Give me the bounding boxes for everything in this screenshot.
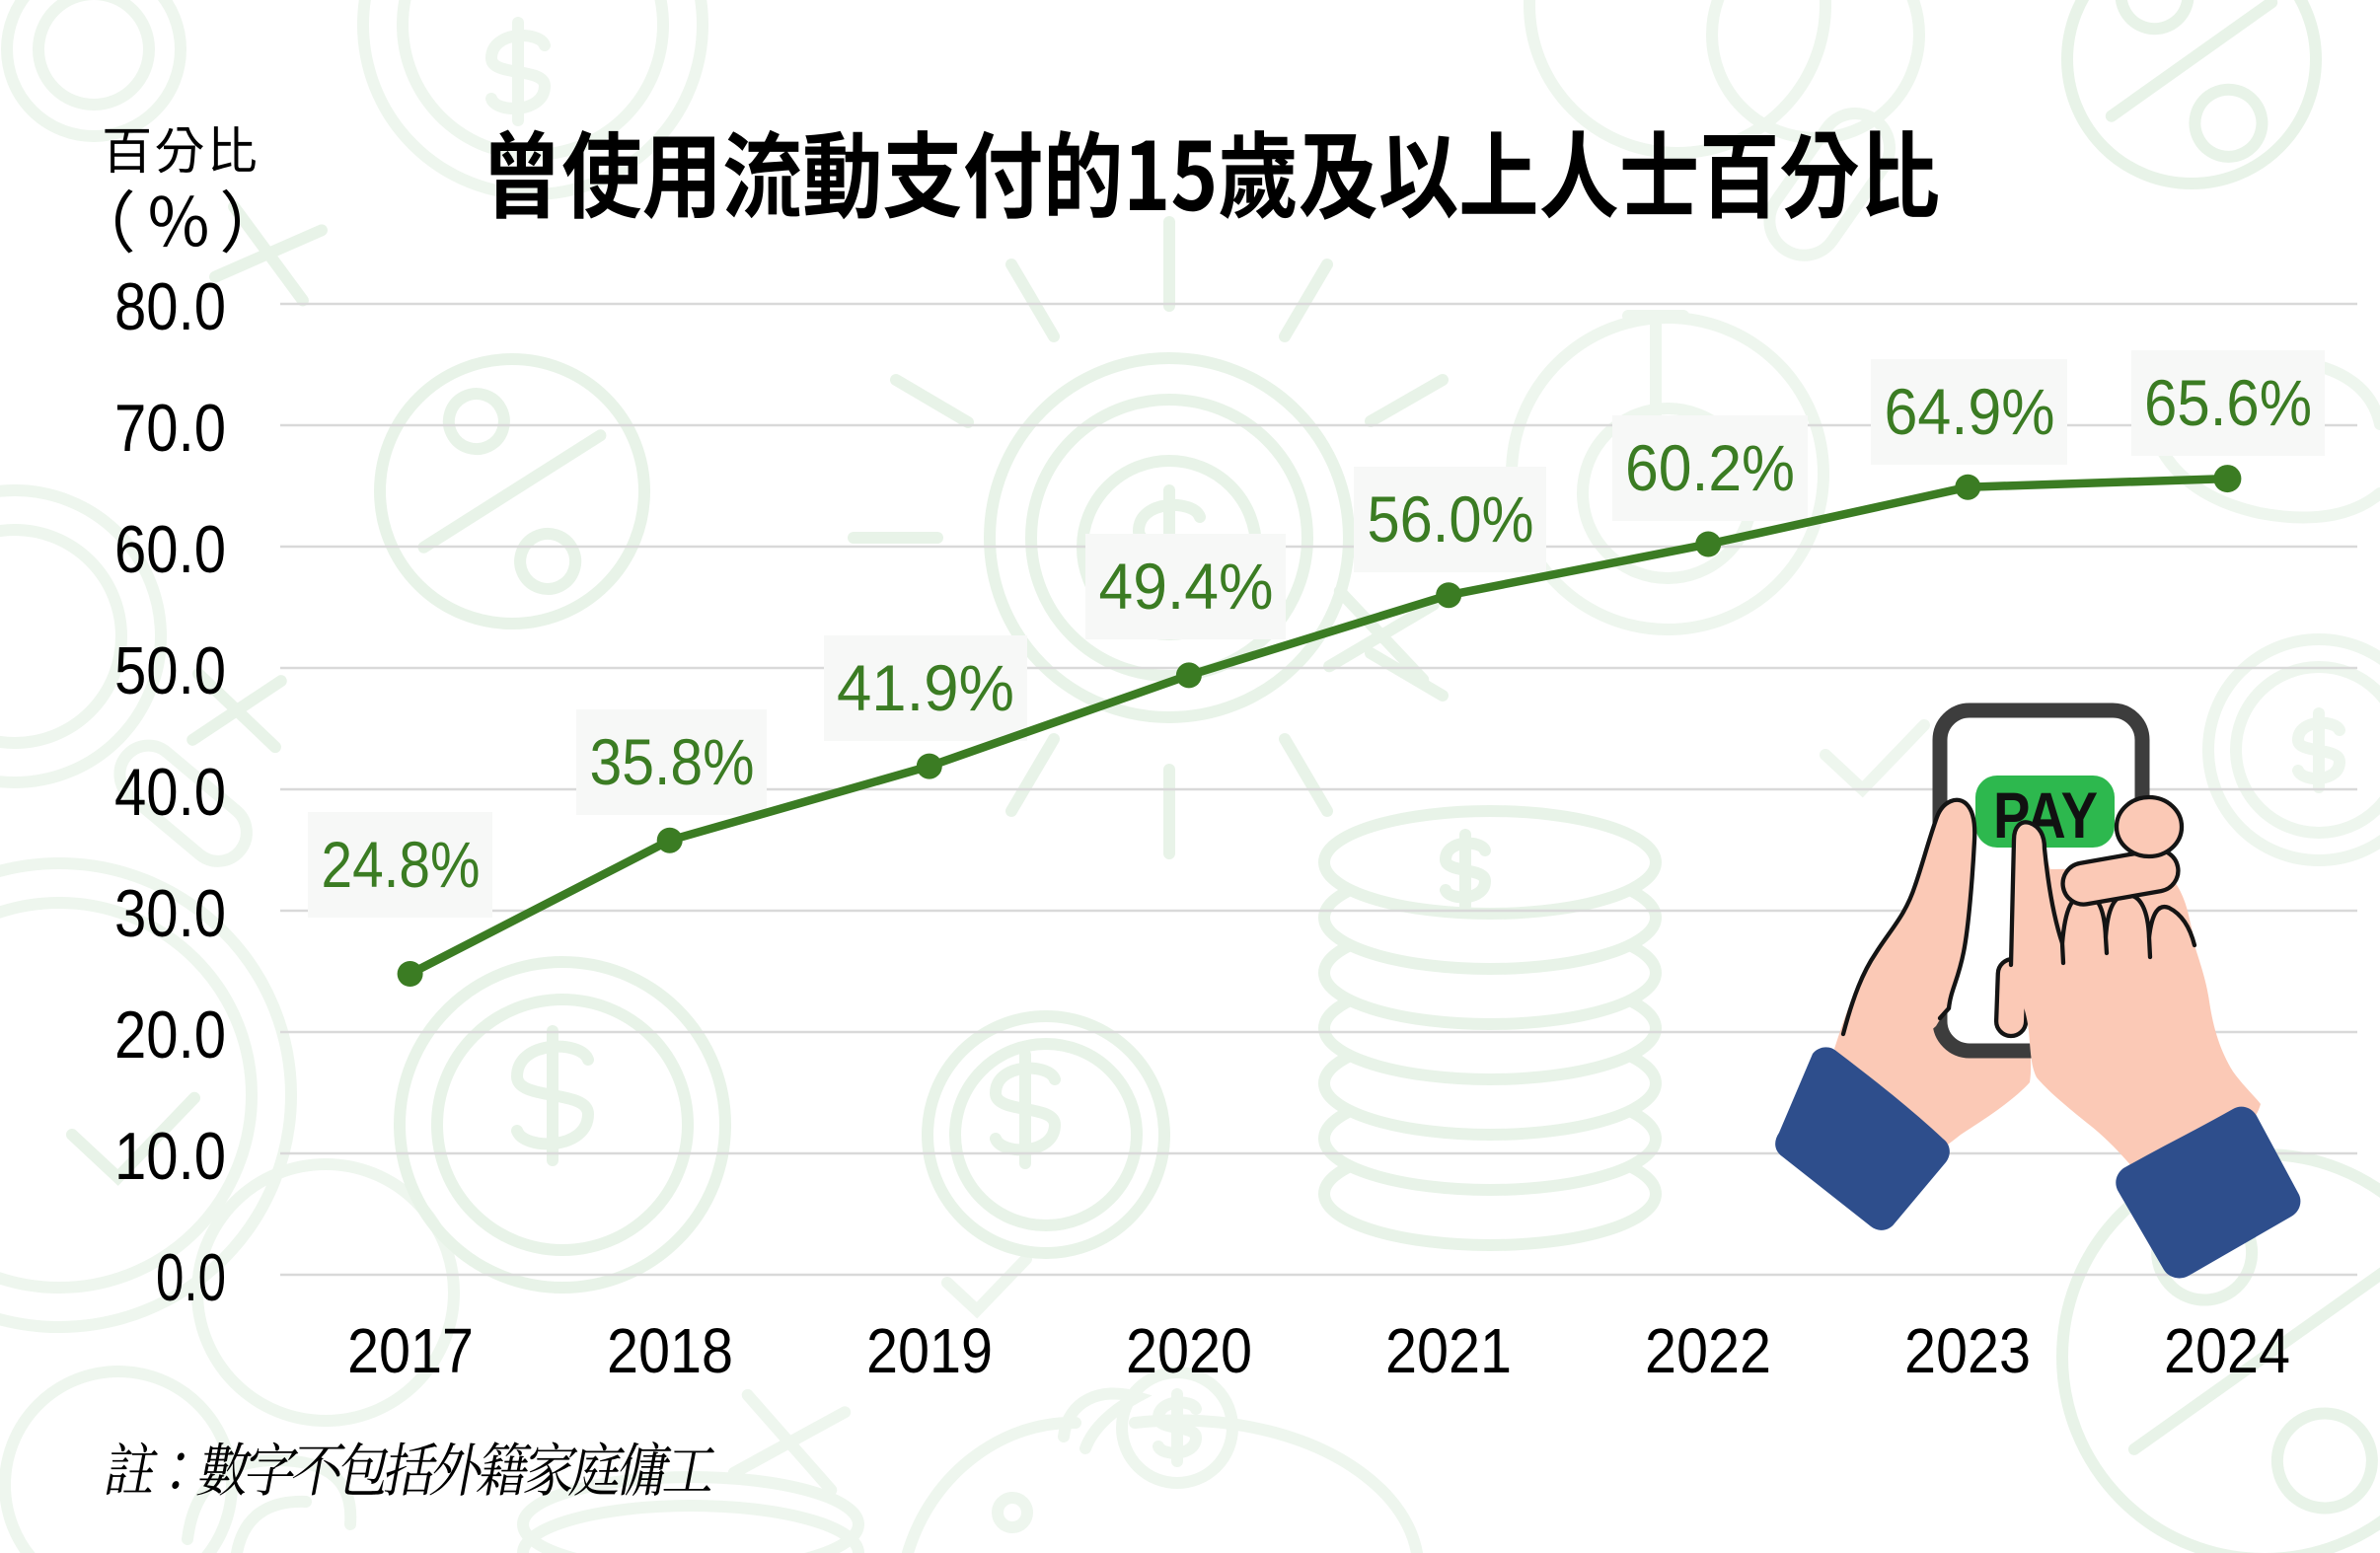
svg-text:35.8%: 35.8% <box>590 725 755 798</box>
svg-text:65.6%: 65.6% <box>2144 366 2312 439</box>
svg-text:24.8%: 24.8% <box>322 828 481 901</box>
svg-text:0.0: 0.0 <box>156 1240 226 1315</box>
svg-text:2018: 2018 <box>607 1315 733 1386</box>
svg-text:2020: 2020 <box>1126 1315 1252 1386</box>
svg-text:70.0: 70.0 <box>114 391 226 466</box>
svg-text:80.0: 80.0 <box>114 269 226 344</box>
svg-text:50.0: 50.0 <box>114 633 226 708</box>
svg-text:2022: 2022 <box>1645 1315 1771 1386</box>
svg-text:2019: 2019 <box>866 1315 993 1386</box>
svg-text:49.4%: 49.4% <box>1099 550 1274 623</box>
svg-text:60.0: 60.0 <box>114 512 226 587</box>
svg-text:41.9%: 41.9% <box>837 651 1014 724</box>
svg-text:56.0%: 56.0% <box>1368 482 1534 555</box>
svg-text:30.0: 30.0 <box>114 876 226 951</box>
svg-text:2017: 2017 <box>347 1315 474 1386</box>
svg-text:20.0: 20.0 <box>114 998 226 1072</box>
svg-text:2021: 2021 <box>1385 1315 1512 1386</box>
svg-text:64.9%: 64.9% <box>1885 375 2055 448</box>
svg-text:2024: 2024 <box>2164 1315 2290 1386</box>
svg-text:2023: 2023 <box>1904 1315 2031 1386</box>
svg-text:40.0: 40.0 <box>114 755 226 830</box>
svg-text:10.0: 10.0 <box>114 1119 226 1194</box>
svg-text:60.2%: 60.2% <box>1625 431 1795 504</box>
